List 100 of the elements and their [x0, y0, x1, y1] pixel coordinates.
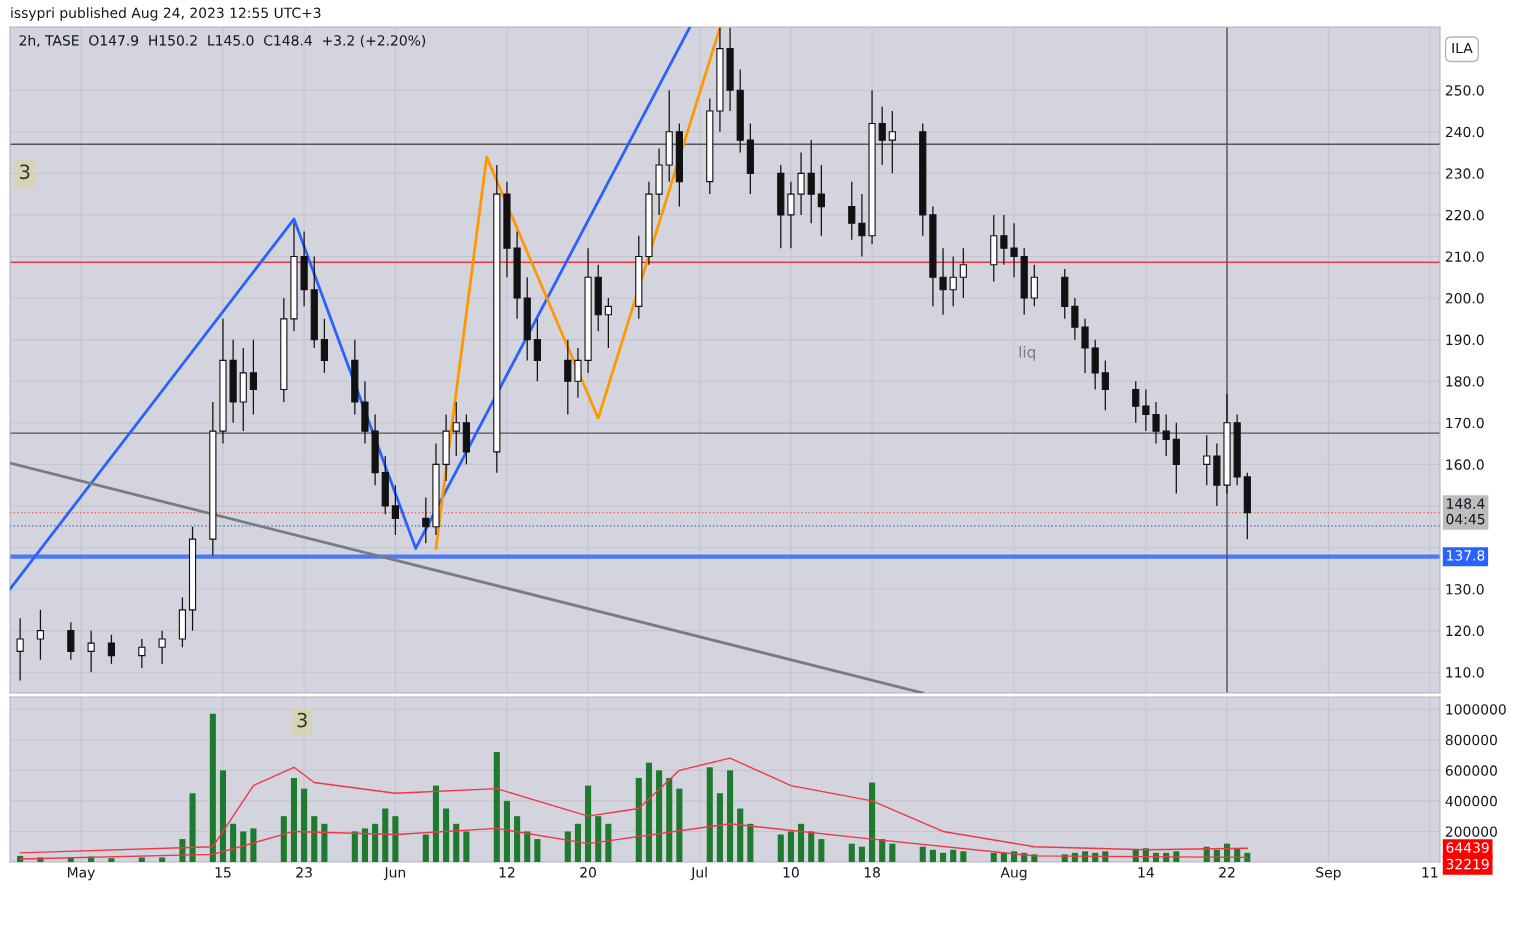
bar [290, 777, 298, 862]
candlestick [523, 276, 531, 362]
annotation: 3 [20, 164, 30, 180]
y-tick-label: 200000 [1445, 826, 1497, 837]
bar [1000, 852, 1007, 862]
candlestick [807, 139, 815, 224]
candlestick [1142, 388, 1150, 432]
candlestick [858, 193, 866, 258]
bar [301, 788, 308, 862]
bar [392, 816, 399, 862]
bar [219, 770, 227, 862]
candlestick [645, 181, 653, 266]
bar [280, 816, 287, 862]
bar [747, 823, 754, 862]
candlestick [67, 621, 75, 661]
candlestick [817, 164, 825, 237]
bar [514, 816, 521, 862]
bar [716, 793, 723, 862]
bar [534, 839, 541, 862]
bar [463, 831, 470, 862]
x-tick-label: Sep [1316, 867, 1341, 881]
candlestick [361, 380, 369, 445]
bar [929, 849, 936, 862]
bar [848, 843, 855, 862]
candlestick [249, 339, 258, 416]
candlestick [1203, 434, 1211, 486]
bar [422, 834, 429, 862]
x-tick-label: 15 [215, 867, 231, 878]
x-tick-label: 18 [864, 867, 880, 878]
bar [432, 785, 439, 862]
candlestick [929, 205, 937, 307]
candlestick [1010, 222, 1018, 278]
bar [108, 858, 115, 862]
bar [574, 823, 581, 862]
text: ILA [1452, 42, 1473, 54]
candlestick [371, 413, 379, 486]
candlestick [1223, 393, 1231, 495]
x-tick-label: Jul [690, 866, 707, 881]
bar [798, 823, 805, 862]
candlestick [726, 27, 734, 112]
bar [564, 831, 571, 862]
candlestick [533, 318, 541, 382]
y-tick-label: 180.0 [1446, 376, 1484, 387]
bar [879, 839, 886, 862]
line-series [19, 757, 1248, 854]
bar [666, 777, 673, 862]
candlestick [158, 630, 166, 665]
candlestick [229, 339, 237, 424]
bar [493, 752, 500, 862]
bar [1102, 851, 1109, 862]
candlestick [503, 181, 511, 278]
candlestick [564, 339, 572, 416]
bar [585, 785, 592, 862]
bar [990, 852, 997, 862]
bar [676, 788, 683, 862]
candlestick [300, 230, 308, 307]
bar [209, 713, 216, 862]
candlestick [493, 164, 501, 474]
x-tick-label: 11 [1422, 867, 1438, 878]
candlestick [574, 347, 582, 399]
x-tick-label: 10 [783, 867, 799, 878]
bar [777, 834, 784, 862]
bar [706, 767, 713, 862]
bar [524, 831, 531, 862]
ref-line-label: 137.8 [1447, 550, 1485, 561]
y-tick-label: 210.0 [1445, 251, 1484, 262]
x-tick-label: Aug [1000, 867, 1027, 881]
candlestick [239, 347, 247, 432]
ref-line-label: 148.4 04:45 [1446, 498, 1485, 525]
chart-title: issypri published Aug 24, 2023 12:55 UTC+3 [11, 7, 321, 21]
candlestick [797, 151, 805, 216]
candlestick [888, 110, 896, 174]
bar [1081, 851, 1089, 862]
y-tick-label: 400000 [1445, 795, 1497, 807]
candlestick [1213, 442, 1221, 507]
candlestick [219, 318, 227, 445]
bar [950, 849, 957, 862]
candlestick [513, 230, 521, 320]
x-tick-label: 12 [499, 867, 515, 878]
candlestick [787, 181, 795, 249]
bar [311, 816, 318, 862]
candlestick [290, 222, 298, 332]
bar [138, 857, 145, 862]
x-tick-label: 22 [1219, 867, 1235, 878]
x-tick-label: Jun [383, 867, 406, 881]
bar [595, 816, 602, 862]
y-tick-label: 130.0 [1446, 584, 1484, 595]
bar [503, 800, 510, 862]
bar [869, 782, 876, 862]
bar [635, 777, 642, 862]
y-tick-label: 200.0 [1445, 293, 1484, 304]
bar [189, 793, 196, 862]
candlestick [716, 27, 724, 133]
y-tick-label: 600000 [1445, 765, 1497, 776]
bar [351, 831, 358, 862]
bar [382, 808, 389, 862]
y-tick-label: 220.0 [1445, 209, 1484, 221]
x-tick-label: 20 [580, 867, 596, 878]
y-tick-label: 110.0 [1446, 667, 1484, 678]
y-tick-label: 240.0 [1445, 126, 1484, 138]
